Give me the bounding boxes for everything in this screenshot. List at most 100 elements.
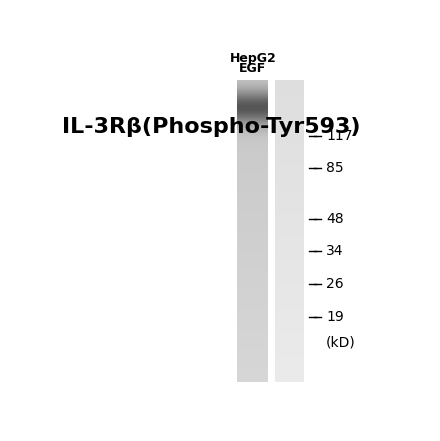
Bar	[238, 286, 268, 288]
Bar	[275, 278, 304, 280]
Bar	[275, 306, 304, 308]
Text: 19: 19	[326, 310, 344, 324]
Bar	[238, 207, 268, 208]
Bar	[238, 217, 268, 218]
Bar	[238, 187, 268, 189]
Bar	[238, 362, 268, 363]
Bar	[238, 182, 268, 183]
Bar	[275, 205, 304, 206]
Bar	[275, 353, 304, 354]
Bar	[238, 279, 268, 280]
Bar	[238, 82, 268, 83]
Bar	[275, 303, 304, 305]
Bar	[238, 367, 268, 368]
Bar	[238, 118, 268, 120]
Bar	[238, 244, 268, 245]
Bar	[275, 227, 304, 228]
Bar	[238, 180, 268, 182]
Bar	[275, 244, 304, 245]
Bar	[275, 307, 304, 309]
Bar	[275, 252, 304, 254]
Bar	[238, 203, 268, 204]
Bar	[275, 379, 304, 380]
Bar	[238, 179, 268, 180]
Bar	[238, 321, 268, 322]
Bar	[238, 225, 268, 226]
Bar	[275, 235, 304, 236]
Bar	[238, 190, 268, 191]
Bar	[275, 313, 304, 314]
Bar	[238, 223, 268, 224]
Bar	[275, 129, 304, 131]
Bar	[238, 372, 268, 373]
Bar	[275, 231, 304, 232]
Bar	[275, 200, 304, 201]
Bar	[238, 283, 268, 284]
Bar	[275, 367, 304, 368]
Bar	[275, 230, 304, 231]
Bar	[238, 280, 268, 281]
Bar	[275, 154, 304, 156]
Bar	[275, 187, 304, 188]
Bar	[275, 333, 304, 334]
Bar	[275, 134, 304, 135]
Bar	[275, 315, 304, 317]
Text: 34: 34	[326, 244, 344, 258]
Bar	[238, 168, 268, 170]
Bar	[275, 184, 304, 186]
Bar	[275, 335, 304, 336]
Bar	[238, 81, 268, 82]
Bar	[238, 117, 268, 118]
Bar	[238, 114, 268, 116]
Bar	[275, 156, 304, 157]
Bar	[238, 221, 268, 222]
Bar	[275, 294, 304, 295]
Bar	[238, 347, 268, 348]
Bar	[275, 260, 304, 262]
Bar	[275, 267, 304, 269]
Bar	[275, 165, 304, 167]
Bar	[275, 183, 304, 184]
Bar	[238, 120, 268, 121]
Bar	[238, 198, 268, 199]
Bar	[238, 324, 268, 325]
Bar	[275, 162, 304, 164]
Bar	[275, 332, 304, 333]
Bar	[238, 146, 268, 148]
Bar	[275, 300, 304, 302]
Bar	[275, 325, 304, 326]
Bar	[238, 135, 268, 137]
Bar	[238, 253, 268, 254]
Bar	[238, 277, 268, 279]
Bar	[238, 234, 268, 235]
Bar	[275, 215, 304, 216]
Bar	[238, 86, 268, 87]
Bar	[238, 363, 268, 364]
Bar	[275, 108, 304, 109]
Bar	[238, 314, 268, 316]
Bar	[238, 325, 268, 326]
Bar	[238, 227, 268, 228]
Bar	[275, 143, 304, 145]
Bar	[238, 172, 268, 173]
Bar	[238, 214, 268, 215]
Bar	[238, 89, 268, 90]
Bar	[275, 206, 304, 207]
Bar	[238, 308, 268, 310]
Bar	[275, 208, 304, 209]
Bar	[275, 238, 304, 239]
Bar	[275, 340, 304, 341]
Bar	[275, 89, 304, 90]
Bar	[238, 267, 268, 269]
Bar	[238, 303, 268, 305]
Bar	[275, 246, 304, 247]
Bar	[275, 152, 304, 153]
Bar	[238, 340, 268, 341]
Bar	[275, 376, 304, 377]
Bar	[275, 135, 304, 137]
Bar	[275, 336, 304, 337]
Bar	[275, 189, 304, 190]
Bar	[238, 320, 268, 321]
Bar	[238, 271, 268, 273]
Bar	[275, 176, 304, 178]
